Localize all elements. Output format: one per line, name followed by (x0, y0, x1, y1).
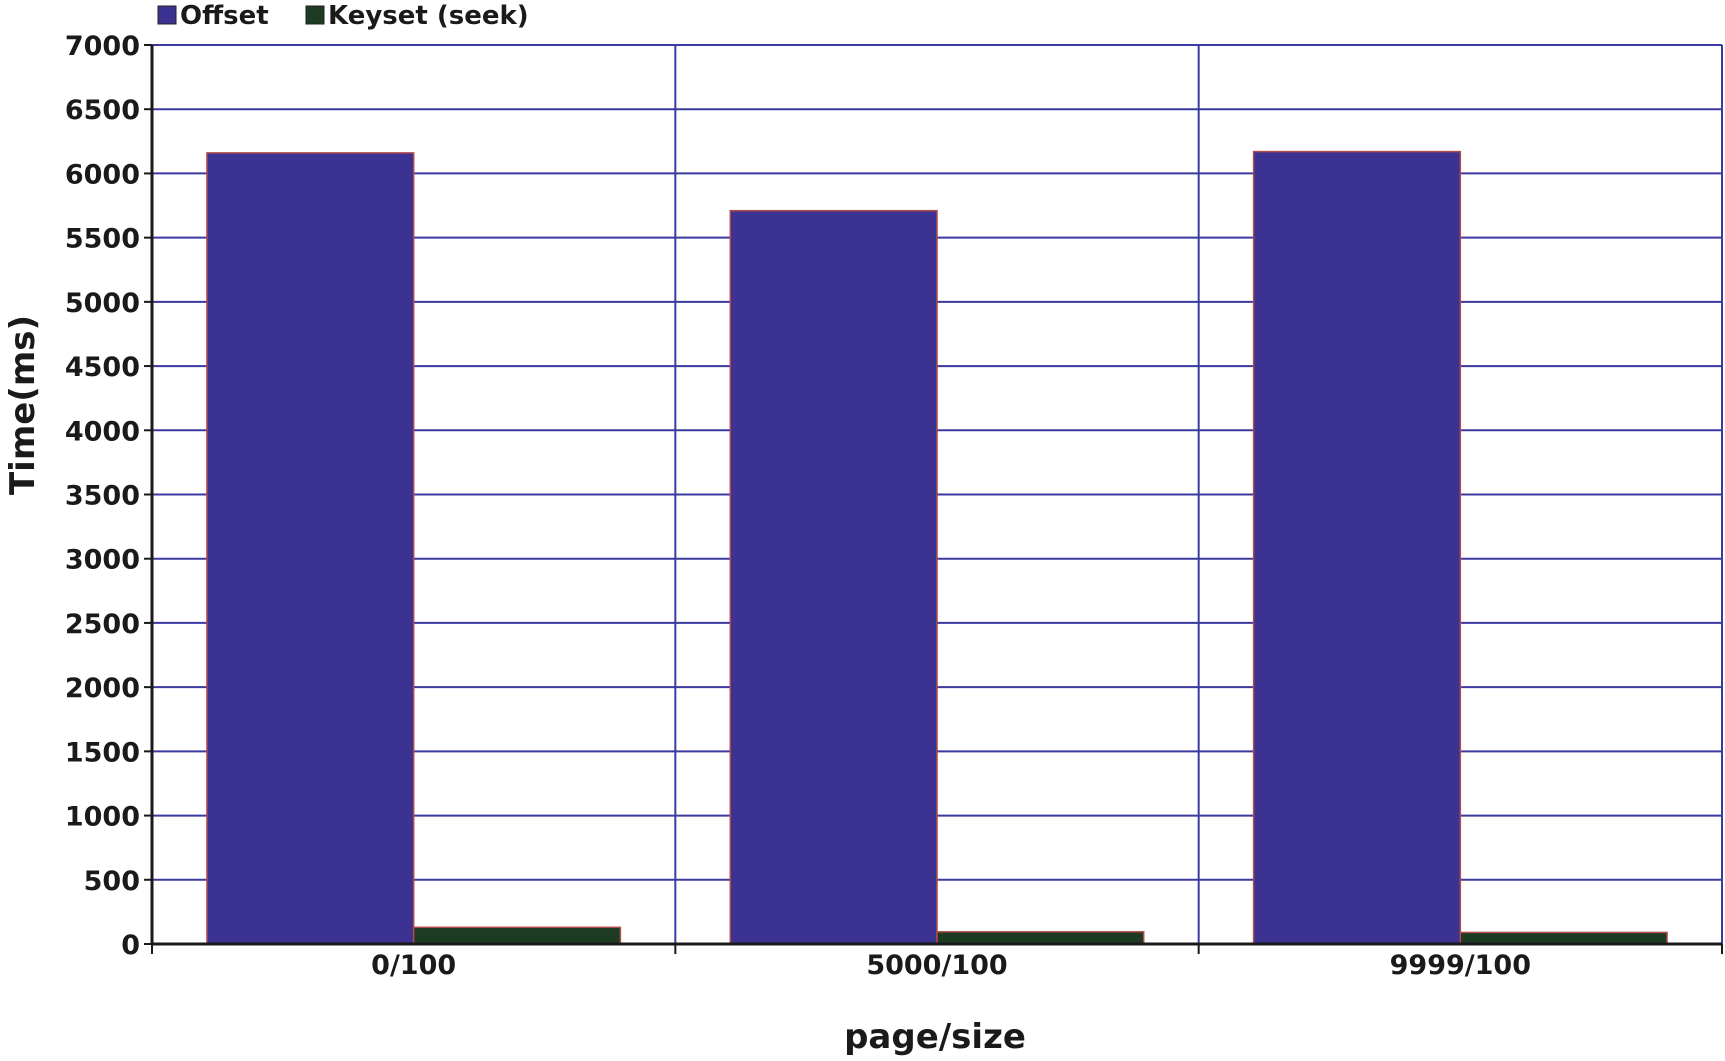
legend: Offset Keyset (seek) (157, 1, 529, 31)
bar-keyset-2 (1459, 931, 1668, 945)
y-tick-label: 6500 (65, 95, 140, 126)
bar-keyset-1 (936, 931, 1145, 945)
axes (144, 44, 1723, 954)
y-tick-label: 6000 (65, 159, 140, 190)
x-tick-label: 0/100 (371, 950, 456, 981)
y-tick-label: 2000 (65, 673, 140, 704)
y-axis-label: Time(ms) (3, 315, 43, 495)
x-tick-label: 5000/100 (866, 950, 1007, 981)
legend-swatch-offset (157, 5, 177, 25)
y-tick-label: 1500 (65, 737, 140, 768)
bar-keyset-0 (412, 926, 622, 945)
bar-offset-2 (1252, 150, 1462, 945)
y-tick-label: 7000 (65, 31, 140, 62)
y-tick-label: 2500 (65, 609, 140, 640)
y-tick-label: 5000 (65, 288, 140, 319)
bar-offset-1 (729, 209, 938, 945)
y-tick-label: 4500 (65, 352, 140, 383)
legend-label-keyset: Keyset (seek) (328, 1, 529, 31)
x-tick-labels: 0/100 5000/100 9999/100 (371, 950, 1531, 981)
y-tick-labels: 0 500 1000 1500 2000 2500 3000 3500 4000 4500 5000… (65, 31, 140, 961)
bar-offset-0 (206, 152, 415, 945)
y-tick-label: 3000 (65, 545, 140, 576)
legend-label-offset: Offset (180, 1, 269, 31)
y-tick-label: 500 (84, 866, 140, 897)
bars (206, 150, 1668, 945)
y-tick-label: 0 (121, 930, 140, 961)
y-tick-label: 3500 (65, 481, 140, 512)
x-axis-label: page/size (844, 1017, 1026, 1057)
x-tick-label: 9999/100 (1390, 950, 1531, 981)
y-tick-label: 5500 (65, 224, 140, 255)
legend-swatch-keyset (305, 5, 325, 25)
y-tick-label: 1000 (65, 802, 140, 833)
y-tick-label: 4000 (65, 416, 140, 447)
